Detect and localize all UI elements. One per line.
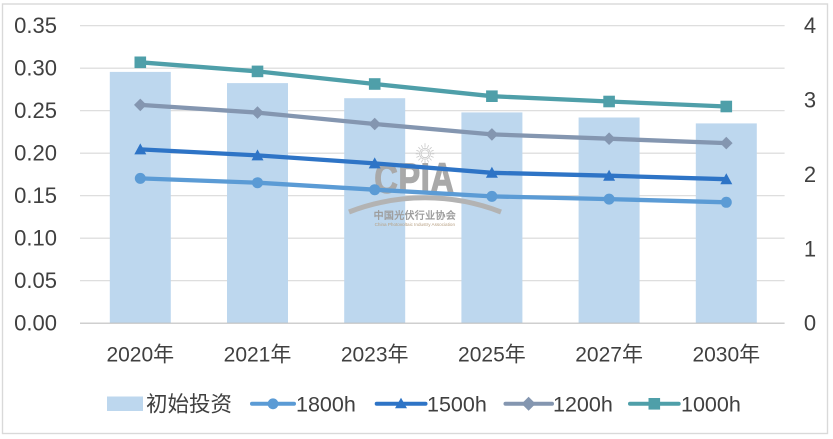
svg-text:2025年: 2025年: [458, 344, 526, 367]
svg-text:0.00: 0.00: [14, 311, 57, 336]
svg-text:0.05: 0.05: [14, 268, 57, 293]
svg-text:1200h: 1200h: [553, 392, 613, 416]
svg-text:1800h: 1800h: [296, 392, 356, 416]
svg-text:1000h: 1000h: [681, 392, 741, 416]
svg-text:0.20: 0.20: [14, 141, 57, 166]
svg-text:3: 3: [804, 88, 816, 113]
svg-text:0.25: 0.25: [14, 98, 57, 123]
svg-text:0.10: 0.10: [14, 226, 57, 251]
svg-text:0: 0: [804, 311, 816, 336]
svg-text:2020年: 2020年: [106, 344, 174, 367]
svg-text:初始投资: 初始投资: [146, 392, 232, 416]
svg-text:2021年: 2021年: [224, 344, 292, 367]
svg-text:0.35: 0.35: [14, 13, 57, 38]
svg-text:2027年: 2027年: [575, 344, 643, 367]
svg-text:0.30: 0.30: [14, 56, 57, 81]
svg-text:China Photovoltaic Industry As: China Photovoltaic Industry Association: [375, 222, 456, 227]
svg-text:2023年: 2023年: [341, 344, 409, 367]
svg-text:2030年: 2030年: [692, 344, 760, 367]
svg-text:1500h: 1500h: [427, 392, 487, 416]
svg-text:2: 2: [804, 162, 816, 187]
svg-text:0.15: 0.15: [14, 183, 57, 208]
svg-text:4: 4: [804, 13, 816, 38]
svg-text:中国光伏行业协会: 中国光伏行业协会: [374, 209, 456, 222]
svg-text:1: 1: [804, 236, 816, 261]
